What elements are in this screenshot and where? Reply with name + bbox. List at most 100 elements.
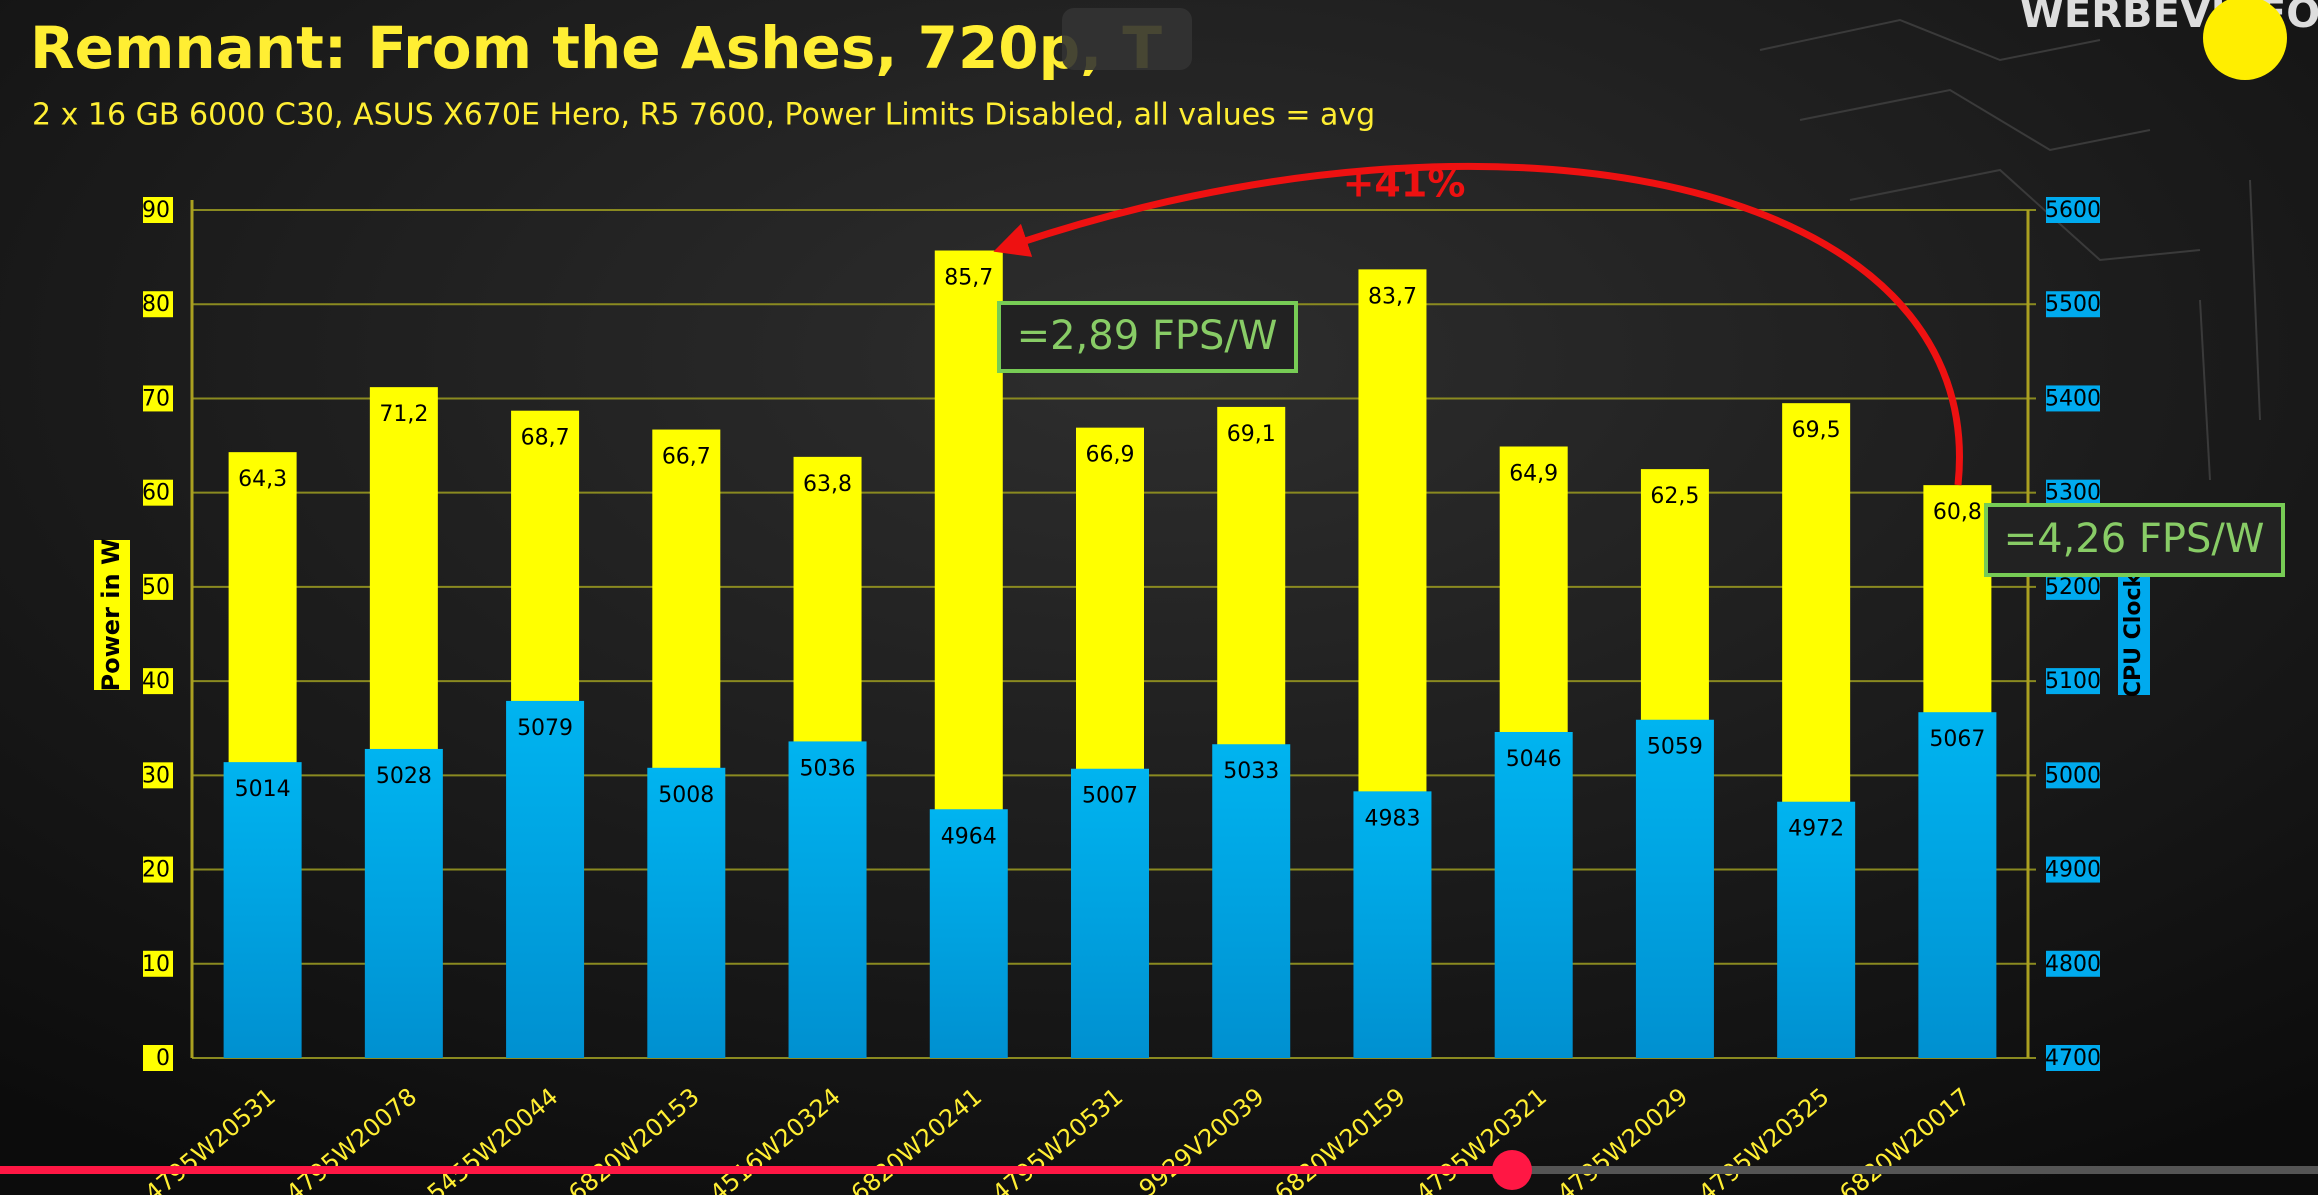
value-label-clock: 4972	[1788, 817, 1844, 842]
value-label-clock: 5059	[1647, 735, 1703, 760]
value-label-power: 64,9	[1509, 461, 1558, 486]
y2-axis-title: CPU Clock	[2121, 571, 2146, 697]
value-label-power: 69,5	[1792, 418, 1841, 443]
y-tick-label: 0	[156, 1046, 170, 1071]
y2-tick-bg	[2046, 479, 2100, 506]
y2-axis-title-bg	[2118, 575, 2150, 695]
y2-tick-label: 5100	[2045, 669, 2101, 694]
bar-clock	[1212, 744, 1291, 1058]
value-label-clock: 5007	[1082, 784, 1138, 809]
y-tick-label: 60	[142, 481, 170, 506]
y-tick-label: 20	[142, 858, 170, 883]
bar-clock	[1777, 801, 1856, 1058]
y-tick-bg	[143, 1045, 173, 1071]
chart-title: Remnant: From the Ashes, 720p, T	[30, 14, 1162, 82]
value-label-clock: 5036	[800, 756, 856, 781]
y2-tick-bg	[2046, 1045, 2100, 1071]
value-label-clock: 5008	[658, 783, 714, 808]
y2-tick-bg	[2046, 950, 2100, 977]
value-label-power: 71,2	[379, 402, 428, 427]
y2-tick-label: 4800	[2045, 952, 2101, 977]
y2-tick-label: 5300	[2045, 481, 2101, 506]
y-tick-bg	[143, 291, 173, 318]
y-tick-bg	[143, 668, 173, 695]
y2-tick-label: 4900	[2045, 858, 2101, 883]
y2-tick-label: 5500	[2045, 292, 2101, 317]
value-label-power: 64,3	[238, 467, 287, 492]
y-tick-bg	[143, 950, 173, 977]
y2-tick-bg	[2046, 856, 2100, 883]
y-tick-bg	[143, 197, 173, 223]
y-tick-bg	[143, 385, 173, 412]
bar-clock	[506, 700, 585, 1058]
y-tick-bg	[143, 573, 173, 600]
y2-tick-bg	[2046, 291, 2100, 318]
annotation-percent: +41%	[1343, 162, 1466, 206]
annotation-box	[1984, 503, 2285, 577]
value-label-power: 60,8	[1933, 500, 1982, 525]
bar-clock	[223, 762, 302, 1058]
y2-tick-label: 5600	[2045, 198, 2101, 223]
value-label-power: 66,9	[1086, 443, 1135, 468]
y2-tick-label: 5400	[2045, 386, 2101, 411]
value-label-power: 63,8	[803, 472, 852, 497]
value-label-clock: 5033	[1223, 759, 1279, 784]
y-axis-title: Power in W	[97, 539, 125, 692]
bar-clock	[788, 741, 867, 1058]
value-label-clock: 5028	[376, 764, 432, 789]
y2-tick-bg	[2046, 385, 2100, 412]
value-label-clock: 5079	[517, 716, 573, 741]
bar-clock	[364, 748, 443, 1058]
value-label-power: 83,7	[1368, 284, 1417, 309]
player-overlay[interactable]	[1062, 8, 1192, 70]
comparison-arrow	[993, 162, 1963, 486]
y2-axis-title-group: CPU Clock	[2118, 571, 2150, 697]
bar-clock	[1494, 731, 1573, 1058]
value-label-power: 66,7	[662, 445, 711, 470]
y-tick-label: 30	[142, 763, 170, 788]
y-tick-label: 90	[142, 198, 170, 223]
y-tick-bg	[143, 762, 173, 789]
value-label-power: 85,7	[944, 266, 993, 291]
chart-subtitle: 2 x 16 GB 6000 C30, ASUS X670E Hero, R5 …	[32, 98, 1375, 133]
y-tick-bg	[143, 479, 173, 506]
y2-tick-bg	[2046, 668, 2100, 695]
y2-tick-label: 4700	[2045, 1046, 2101, 1071]
bar-clock	[647, 767, 726, 1058]
logo	[2203, 0, 2287, 80]
y2-tick-bg	[2046, 197, 2100, 223]
y-axis-title-bg	[94, 540, 130, 690]
y-tick-label: 70	[142, 386, 170, 411]
video-progress[interactable]	[0, 1166, 1510, 1174]
bar-clock	[1918, 712, 1997, 1058]
video-progress-rest[interactable]	[1510, 1166, 2318, 1174]
y2-tick-label: 5000	[2045, 763, 2101, 788]
y2-tick-bg	[2046, 573, 2100, 600]
bar-clock	[1635, 719, 1714, 1058]
bar-clock	[1071, 768, 1149, 1058]
value-label-clock: 4983	[1364, 806, 1420, 831]
value-label-clock: 5014	[235, 777, 291, 802]
y-tick-bg	[143, 856, 173, 883]
y-tick-label: 50	[142, 575, 170, 600]
y-axis-title-group: Power in W	[94, 539, 130, 692]
annotation-efficiency: =2,89 FPS/W	[1017, 313, 1278, 359]
annotation-efficiency: =4,26 FPS/W	[2004, 516, 2265, 562]
value-label-power: 68,7	[521, 426, 570, 451]
value-label-power: 62,5	[1650, 484, 1699, 509]
y-tick-label: 40	[142, 669, 170, 694]
y2-tick-label: 5200	[2045, 575, 2101, 600]
video-scrubber[interactable]	[1492, 1150, 1532, 1190]
y2-tick-bg	[2046, 762, 2100, 789]
annotation-box	[997, 301, 1298, 373]
y-tick-label: 80	[142, 292, 170, 317]
value-label-power: 69,1	[1227, 422, 1276, 447]
value-label-clock: 4964	[941, 824, 997, 849]
plot: 0 10 20 30 40 50 60 70 80 90 4700 4800 4900 5000 5100 5…	[140, 197, 2101, 1195]
value-label-clock: 5046	[1506, 747, 1562, 772]
bar-clock	[1353, 791, 1432, 1058]
y-tick-label: 10	[142, 952, 170, 977]
value-label-clock: 5067	[1929, 727, 1985, 752]
